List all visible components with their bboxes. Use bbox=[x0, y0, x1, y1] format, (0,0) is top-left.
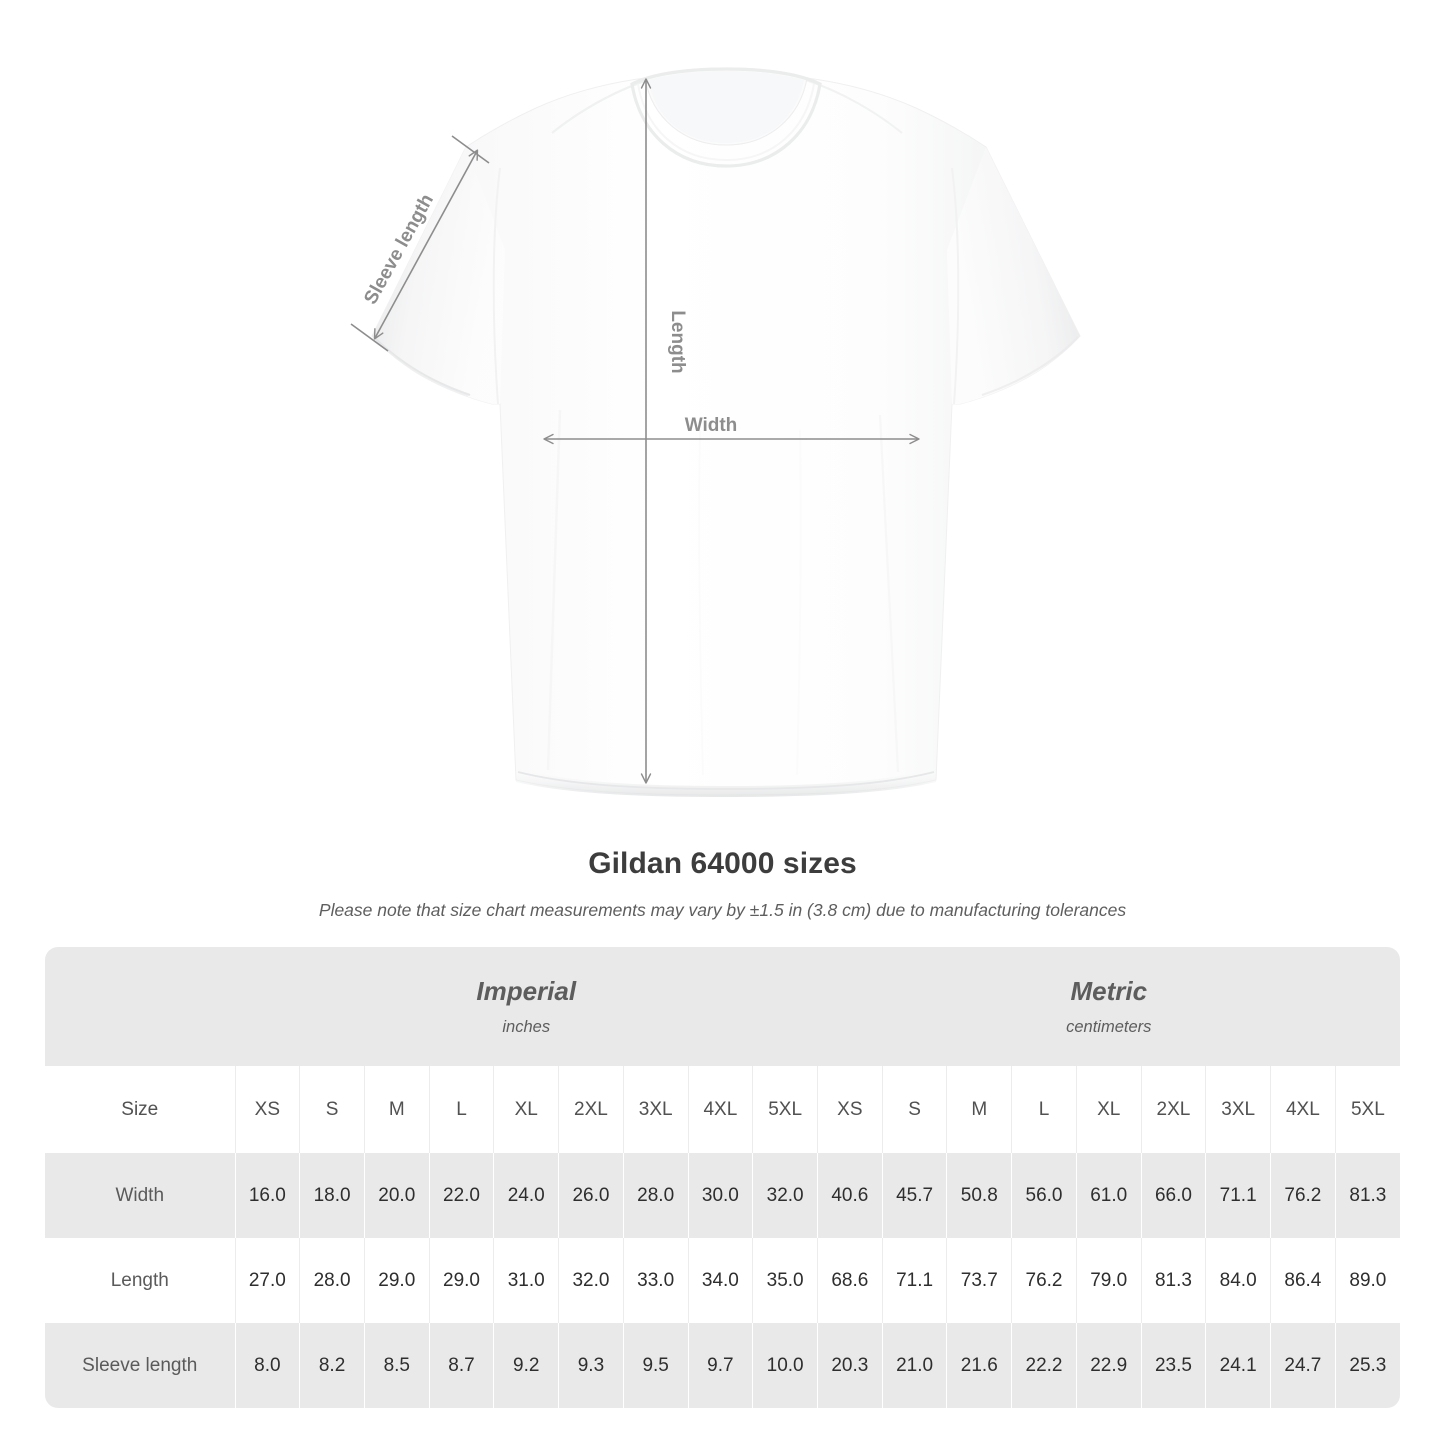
cell-sleeve-imperial-3xl: 9.5 bbox=[622, 1323, 689, 1408]
size-header-metric-xl: XL bbox=[1075, 1066, 1142, 1153]
cell-width-metric-xl: 61.0 bbox=[1075, 1153, 1142, 1238]
row-label-sleeve-length: Sleeve length bbox=[45, 1323, 235, 1408]
cell-length-imperial-4xl: 34.0 bbox=[687, 1238, 753, 1323]
cell-sleeve-metric-3xl: 24.1 bbox=[1205, 1323, 1271, 1408]
size-header-metric-4xl: 4XL bbox=[1270, 1066, 1336, 1153]
size-header-metric-m: M bbox=[946, 1066, 1012, 1153]
cell-width-metric-2xl: 66.0 bbox=[1140, 1153, 1206, 1238]
size-header-metric-s: S bbox=[881, 1066, 947, 1153]
unit-name-metric: Metric bbox=[1070, 976, 1148, 1006]
size-header-label: Size bbox=[45, 1066, 235, 1153]
cell-sleeve-imperial-s: 8.2 bbox=[299, 1323, 365, 1408]
cell-sleeve-metric-4xl: 24.7 bbox=[1270, 1323, 1336, 1408]
size-header-imperial-2xl: 2XL bbox=[558, 1066, 624, 1153]
cell-width-metric-5xl: 81.3 bbox=[1334, 1153, 1400, 1238]
table-row: Sleeve length 8.0 8.2 8.5 8.7 9.2 9.3 9.… bbox=[45, 1323, 1400, 1408]
cell-width-metric-m: 50.8 bbox=[946, 1153, 1012, 1238]
cell-width-imperial-5xl: 32.0 bbox=[752, 1153, 818, 1238]
cell-width-metric-4xl: 76.2 bbox=[1270, 1153, 1336, 1238]
size-header-imperial-xs: XS bbox=[234, 1066, 300, 1153]
cell-width-metric-3xl: 71.1 bbox=[1205, 1153, 1271, 1238]
cell-length-imperial-s: 28.0 bbox=[299, 1238, 365, 1323]
cell-width-imperial-l: 22.0 bbox=[428, 1153, 494, 1238]
cell-length-metric-xl: 79.0 bbox=[1075, 1238, 1142, 1323]
cell-width-imperial-xl: 24.0 bbox=[493, 1153, 559, 1238]
unit-cell-metric: Metric centimeters bbox=[817, 947, 1400, 1066]
cell-length-imperial-l: 29.0 bbox=[428, 1238, 494, 1323]
cell-width-imperial-3xl: 28.0 bbox=[622, 1153, 689, 1238]
cell-sleeve-metric-xl: 22.9 bbox=[1075, 1323, 1142, 1408]
size-header-imperial-l: L bbox=[428, 1066, 494, 1153]
cell-length-imperial-2xl: 32.0 bbox=[558, 1238, 624, 1323]
cell-length-metric-2xl: 81.3 bbox=[1140, 1238, 1206, 1323]
cell-length-imperial-xl: 31.0 bbox=[493, 1238, 559, 1323]
cell-width-imperial-s: 18.0 bbox=[299, 1153, 365, 1238]
size-header-imperial-s: S bbox=[299, 1066, 365, 1153]
width-label: Width bbox=[685, 415, 738, 436]
cell-length-imperial-xs: 27.0 bbox=[234, 1238, 300, 1323]
cell-sleeve-metric-2xl: 23.5 bbox=[1140, 1323, 1206, 1408]
size-header-imperial-xl: XL bbox=[493, 1066, 559, 1153]
size-header-imperial-4xl: 4XL bbox=[687, 1066, 753, 1153]
cell-sleeve-metric-5xl: 25.3 bbox=[1334, 1323, 1400, 1408]
size-header-metric-xs: XS bbox=[816, 1066, 883, 1153]
unit-band-spacer bbox=[45, 947, 235, 1066]
table-row: Length 27.0 28.0 29.0 29.0 31.0 32.0 33.… bbox=[45, 1238, 1400, 1323]
cell-sleeve-metric-xs: 20.3 bbox=[816, 1323, 883, 1408]
size-header-imperial-5xl: 5XL bbox=[752, 1066, 818, 1153]
table-row: Width 16.0 18.0 20.0 22.0 24.0 26.0 28.0… bbox=[45, 1153, 1400, 1238]
cell-length-metric-5xl: 89.0 bbox=[1334, 1238, 1400, 1323]
size-chart-table-container: Imperial inches Metric centimeters Size … bbox=[45, 947, 1400, 1408]
cell-length-imperial-m: 29.0 bbox=[363, 1238, 430, 1323]
cell-length-metric-l: 76.2 bbox=[1011, 1238, 1077, 1323]
cell-sleeve-metric-s: 21.0 bbox=[881, 1323, 947, 1408]
size-header-metric-2xl: 2XL bbox=[1140, 1066, 1206, 1153]
page-title: Gildan 64000 sizes bbox=[588, 847, 857, 880]
cell-width-imperial-4xl: 30.0 bbox=[687, 1153, 753, 1238]
cell-length-metric-3xl: 84.0 bbox=[1205, 1238, 1271, 1323]
size-header-metric-5xl: 5XL bbox=[1334, 1066, 1400, 1153]
size-header-row: Size XS S M L XL 2XL 3XL 4XL 5XL XS S M … bbox=[45, 1066, 1400, 1153]
unit-band-row: Imperial inches Metric centimeters bbox=[45, 947, 1400, 1066]
width-annotation: Width bbox=[543, 415, 920, 445]
cell-sleeve-imperial-4xl: 9.7 bbox=[687, 1323, 753, 1408]
tshirt-illustration: Sleeve length Length Width bbox=[350, 67, 1081, 797]
size-header-imperial-3xl: 3XL bbox=[622, 1066, 689, 1153]
cell-length-metric-s: 71.1 bbox=[881, 1238, 947, 1323]
unit-cell-imperial: Imperial inches bbox=[235, 947, 818, 1066]
cell-sleeve-imperial-l: 8.7 bbox=[428, 1323, 494, 1408]
cell-sleeve-imperial-xs: 8.0 bbox=[234, 1323, 300, 1408]
cell-width-metric-xs: 40.6 bbox=[816, 1153, 883, 1238]
size-header-metric-3xl: 3XL bbox=[1205, 1066, 1271, 1153]
unit-sub-metric: centimeters bbox=[1066, 1018, 1152, 1036]
size-header-metric-l: L bbox=[1011, 1066, 1077, 1153]
cell-width-imperial-xs: 16.0 bbox=[234, 1153, 300, 1238]
cell-length-imperial-5xl: 35.0 bbox=[752, 1238, 818, 1323]
size-header-imperial-m: M bbox=[363, 1066, 430, 1153]
cell-width-imperial-m: 20.0 bbox=[363, 1153, 430, 1238]
cell-length-metric-xs: 68.6 bbox=[816, 1238, 883, 1323]
cell-sleeve-metric-m: 21.6 bbox=[946, 1323, 1012, 1408]
unit-name-imperial: Imperial bbox=[476, 976, 577, 1006]
row-label-width: Width bbox=[45, 1153, 235, 1238]
cell-sleeve-imperial-5xl: 10.0 bbox=[752, 1323, 818, 1408]
chart-heading: Gildan 64000 sizes Please note that size… bbox=[0, 845, 1445, 922]
cell-sleeve-imperial-2xl: 9.3 bbox=[558, 1323, 624, 1408]
size-chart-table: Imperial inches Metric centimeters Size … bbox=[45, 947, 1400, 1408]
tshirt-diagram: Sleeve length Length Width bbox=[350, 67, 1081, 797]
cell-sleeve-metric-l: 22.2 bbox=[1011, 1323, 1077, 1408]
cell-sleeve-imperial-xl: 9.2 bbox=[493, 1323, 559, 1408]
cell-length-imperial-3xl: 33.0 bbox=[622, 1238, 689, 1323]
measurement-tolerance-note: Please note that size chart measurements… bbox=[318, 900, 1127, 920]
row-label-length: Length bbox=[45, 1238, 235, 1323]
cell-length-metric-4xl: 86.4 bbox=[1270, 1238, 1336, 1323]
unit-sub-imperial: inches bbox=[502, 1018, 551, 1036]
cell-width-metric-l: 56.0 bbox=[1011, 1153, 1077, 1238]
cell-length-metric-m: 73.7 bbox=[946, 1238, 1012, 1323]
cell-width-imperial-2xl: 26.0 bbox=[558, 1153, 624, 1238]
cell-sleeve-imperial-m: 8.5 bbox=[363, 1323, 430, 1408]
length-label: Length bbox=[667, 310, 688, 373]
cell-width-metric-s: 45.7 bbox=[881, 1153, 947, 1238]
length-annotation: Length bbox=[640, 78, 688, 784]
